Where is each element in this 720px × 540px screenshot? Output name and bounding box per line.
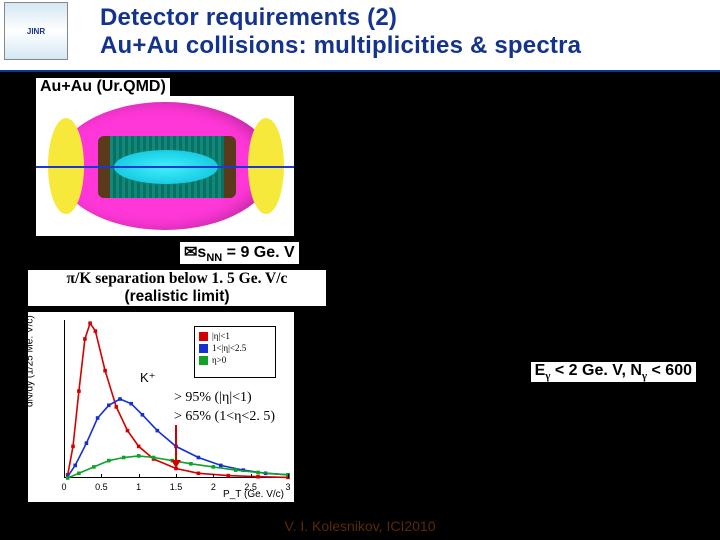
legend-item: |η|<1: [199, 330, 271, 342]
egamma-label: Eγ < 2 Ge. V, Nγ < 600: [531, 362, 696, 382]
separation-line-2: (realistic limit): [124, 288, 229, 305]
egamma-mid: < 2 Ge. V, N: [550, 362, 641, 379]
detector-beam-axis: [36, 166, 294, 168]
separation-label: π/K separation below 1. 5 Ge. V/c (reali…: [28, 270, 326, 306]
chart-xtick: 1: [136, 482, 141, 492]
detector-illustration: [36, 96, 294, 236]
chart-ylabel: dN/dy (1/25 Me. V/c): [25, 315, 36, 407]
chart-xtick: 1.5: [170, 482, 183, 492]
efficiency-line-2: > 65% (1<η<2. 5): [174, 409, 275, 424]
chart-xtick: 2: [211, 482, 216, 492]
efficiency-line-1: > 95% (|η|<1): [174, 390, 252, 405]
snn-s: s: [197, 244, 206, 261]
chart-xtick: 3: [285, 482, 290, 492]
efficiency-label: > 95% (|η|<1) > 65% (1<η<2. 5): [170, 388, 279, 425]
header: JINR Detector requirements (2) Au+Au col…: [0, 0, 720, 72]
snn-energy-label: ✉sNN = 9 Ge. V: [180, 242, 299, 264]
chart-marker-label: K⁺: [140, 370, 156, 386]
legend-item: 1<|η|<2.5: [199, 342, 271, 354]
title-line-1: Detector requirements (2): [100, 4, 710, 32]
chart-legend: |η|<11<|η|<2.5η>0: [194, 326, 276, 378]
chart-xtick: 0.5: [95, 482, 108, 492]
egamma-suffix: < 600: [647, 362, 692, 379]
title-line-2: Au+Au collisions: multiplicities & spect…: [100, 32, 710, 60]
logo-text: JINR: [27, 27, 45, 36]
chart-xtick: 2.5: [244, 482, 257, 492]
legend-item: η>0: [199, 354, 271, 366]
footer-credit: V. I. Kolesnikov, ICI2010: [285, 518, 436, 534]
institute-logo: JINR: [4, 2, 68, 60]
chart-xtick: 0: [61, 482, 66, 492]
urqmd-label: Au+Au (Ur.QMD): [36, 78, 170, 96]
snn-symbol: ✉: [184, 244, 197, 261]
title-block: Detector requirements (2) Au+Au collisio…: [100, 4, 710, 60]
egamma-prefix: E: [535, 362, 546, 379]
snn-sub: NN: [206, 252, 222, 264]
separation-line-1: π/K separation below 1. 5 Ge. V/c: [67, 270, 288, 287]
snn-value: = 9 Ge. V: [222, 244, 294, 261]
